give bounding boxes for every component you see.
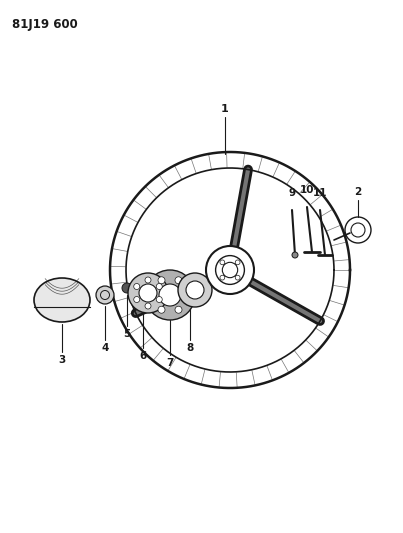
Circle shape: [145, 303, 151, 309]
Circle shape: [96, 286, 114, 304]
Text: 8: 8: [186, 343, 193, 353]
Circle shape: [156, 296, 162, 303]
Text: 10: 10: [300, 185, 314, 195]
Text: 7: 7: [166, 358, 174, 368]
Circle shape: [150, 292, 156, 298]
Circle shape: [175, 306, 182, 313]
Circle shape: [134, 284, 140, 289]
Circle shape: [139, 284, 157, 302]
Text: 4: 4: [101, 343, 109, 353]
Text: 3: 3: [58, 355, 66, 365]
Text: 11: 11: [313, 188, 327, 198]
Text: 1: 1: [221, 104, 229, 114]
Circle shape: [134, 296, 140, 303]
Text: 6: 6: [139, 351, 147, 361]
Circle shape: [145, 277, 151, 283]
Text: 2: 2: [354, 187, 361, 197]
Circle shape: [145, 270, 195, 320]
Ellipse shape: [34, 278, 90, 322]
Text: 5: 5: [123, 329, 131, 339]
Circle shape: [292, 252, 298, 258]
Circle shape: [206, 246, 254, 294]
Text: 9: 9: [289, 188, 295, 198]
Circle shape: [175, 277, 182, 284]
Circle shape: [178, 273, 212, 307]
Circle shape: [156, 284, 162, 289]
Text: 81J19 600: 81J19 600: [12, 18, 78, 31]
Circle shape: [128, 273, 168, 313]
Circle shape: [186, 281, 204, 299]
Circle shape: [159, 284, 181, 306]
Circle shape: [122, 283, 132, 293]
Circle shape: [183, 292, 191, 298]
Circle shape: [158, 306, 165, 313]
Circle shape: [158, 277, 165, 284]
